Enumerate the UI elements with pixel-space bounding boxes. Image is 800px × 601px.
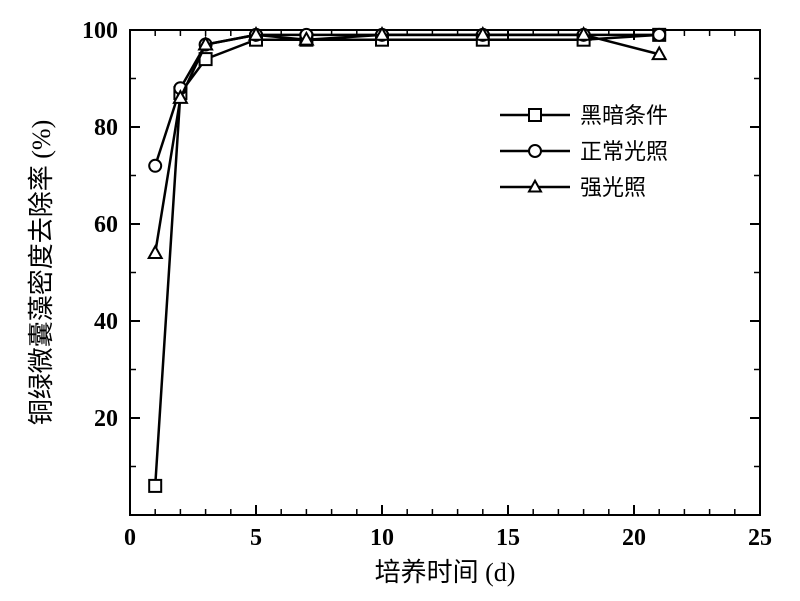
x-axis-title: 培养时间 (d) <box>375 558 516 587</box>
data-point <box>149 246 162 258</box>
x-tick-label: 5 <box>250 525 262 551</box>
legend-label: 强光照 <box>580 175 646 200</box>
line-chart: 0 5 10 15 20 25 20 40 60 80 100 培养时间 (d) 铜绿微囊藻密度去除率 … <box>0 0 800 601</box>
y-tick-label: 80 <box>94 115 118 141</box>
legend-marker <box>529 145 541 157</box>
x-tick-label: 0 <box>124 525 136 551</box>
x-tick-label: 15 <box>496 525 520 551</box>
legend-label: 正常光照 <box>580 139 668 164</box>
series-square <box>149 29 665 492</box>
data-point <box>653 29 665 41</box>
y-tick-label: 20 <box>94 406 118 432</box>
x-tick-label: 10 <box>370 525 394 551</box>
legend-marker <box>529 109 541 121</box>
legend: 黑暗条件正常光照强光照 <box>500 103 668 200</box>
data-point <box>149 160 161 172</box>
y-axis-title: 铜绿微囊藻密度去除率 (%) <box>27 120 56 425</box>
x-tick-label: 20 <box>622 525 646 551</box>
x-tick-label: 25 <box>748 525 772 551</box>
chart-container: 0 5 10 15 20 25 20 40 60 80 100 培养时间 (d) 铜绿微囊藻密度去除率 … <box>0 0 800 601</box>
legend-label: 黑暗条件 <box>580 103 668 128</box>
y-tick-label: 60 <box>94 212 118 238</box>
y-tick-label: 40 <box>94 309 118 335</box>
data-point <box>149 480 161 492</box>
y-tick-label: 100 <box>82 18 118 44</box>
